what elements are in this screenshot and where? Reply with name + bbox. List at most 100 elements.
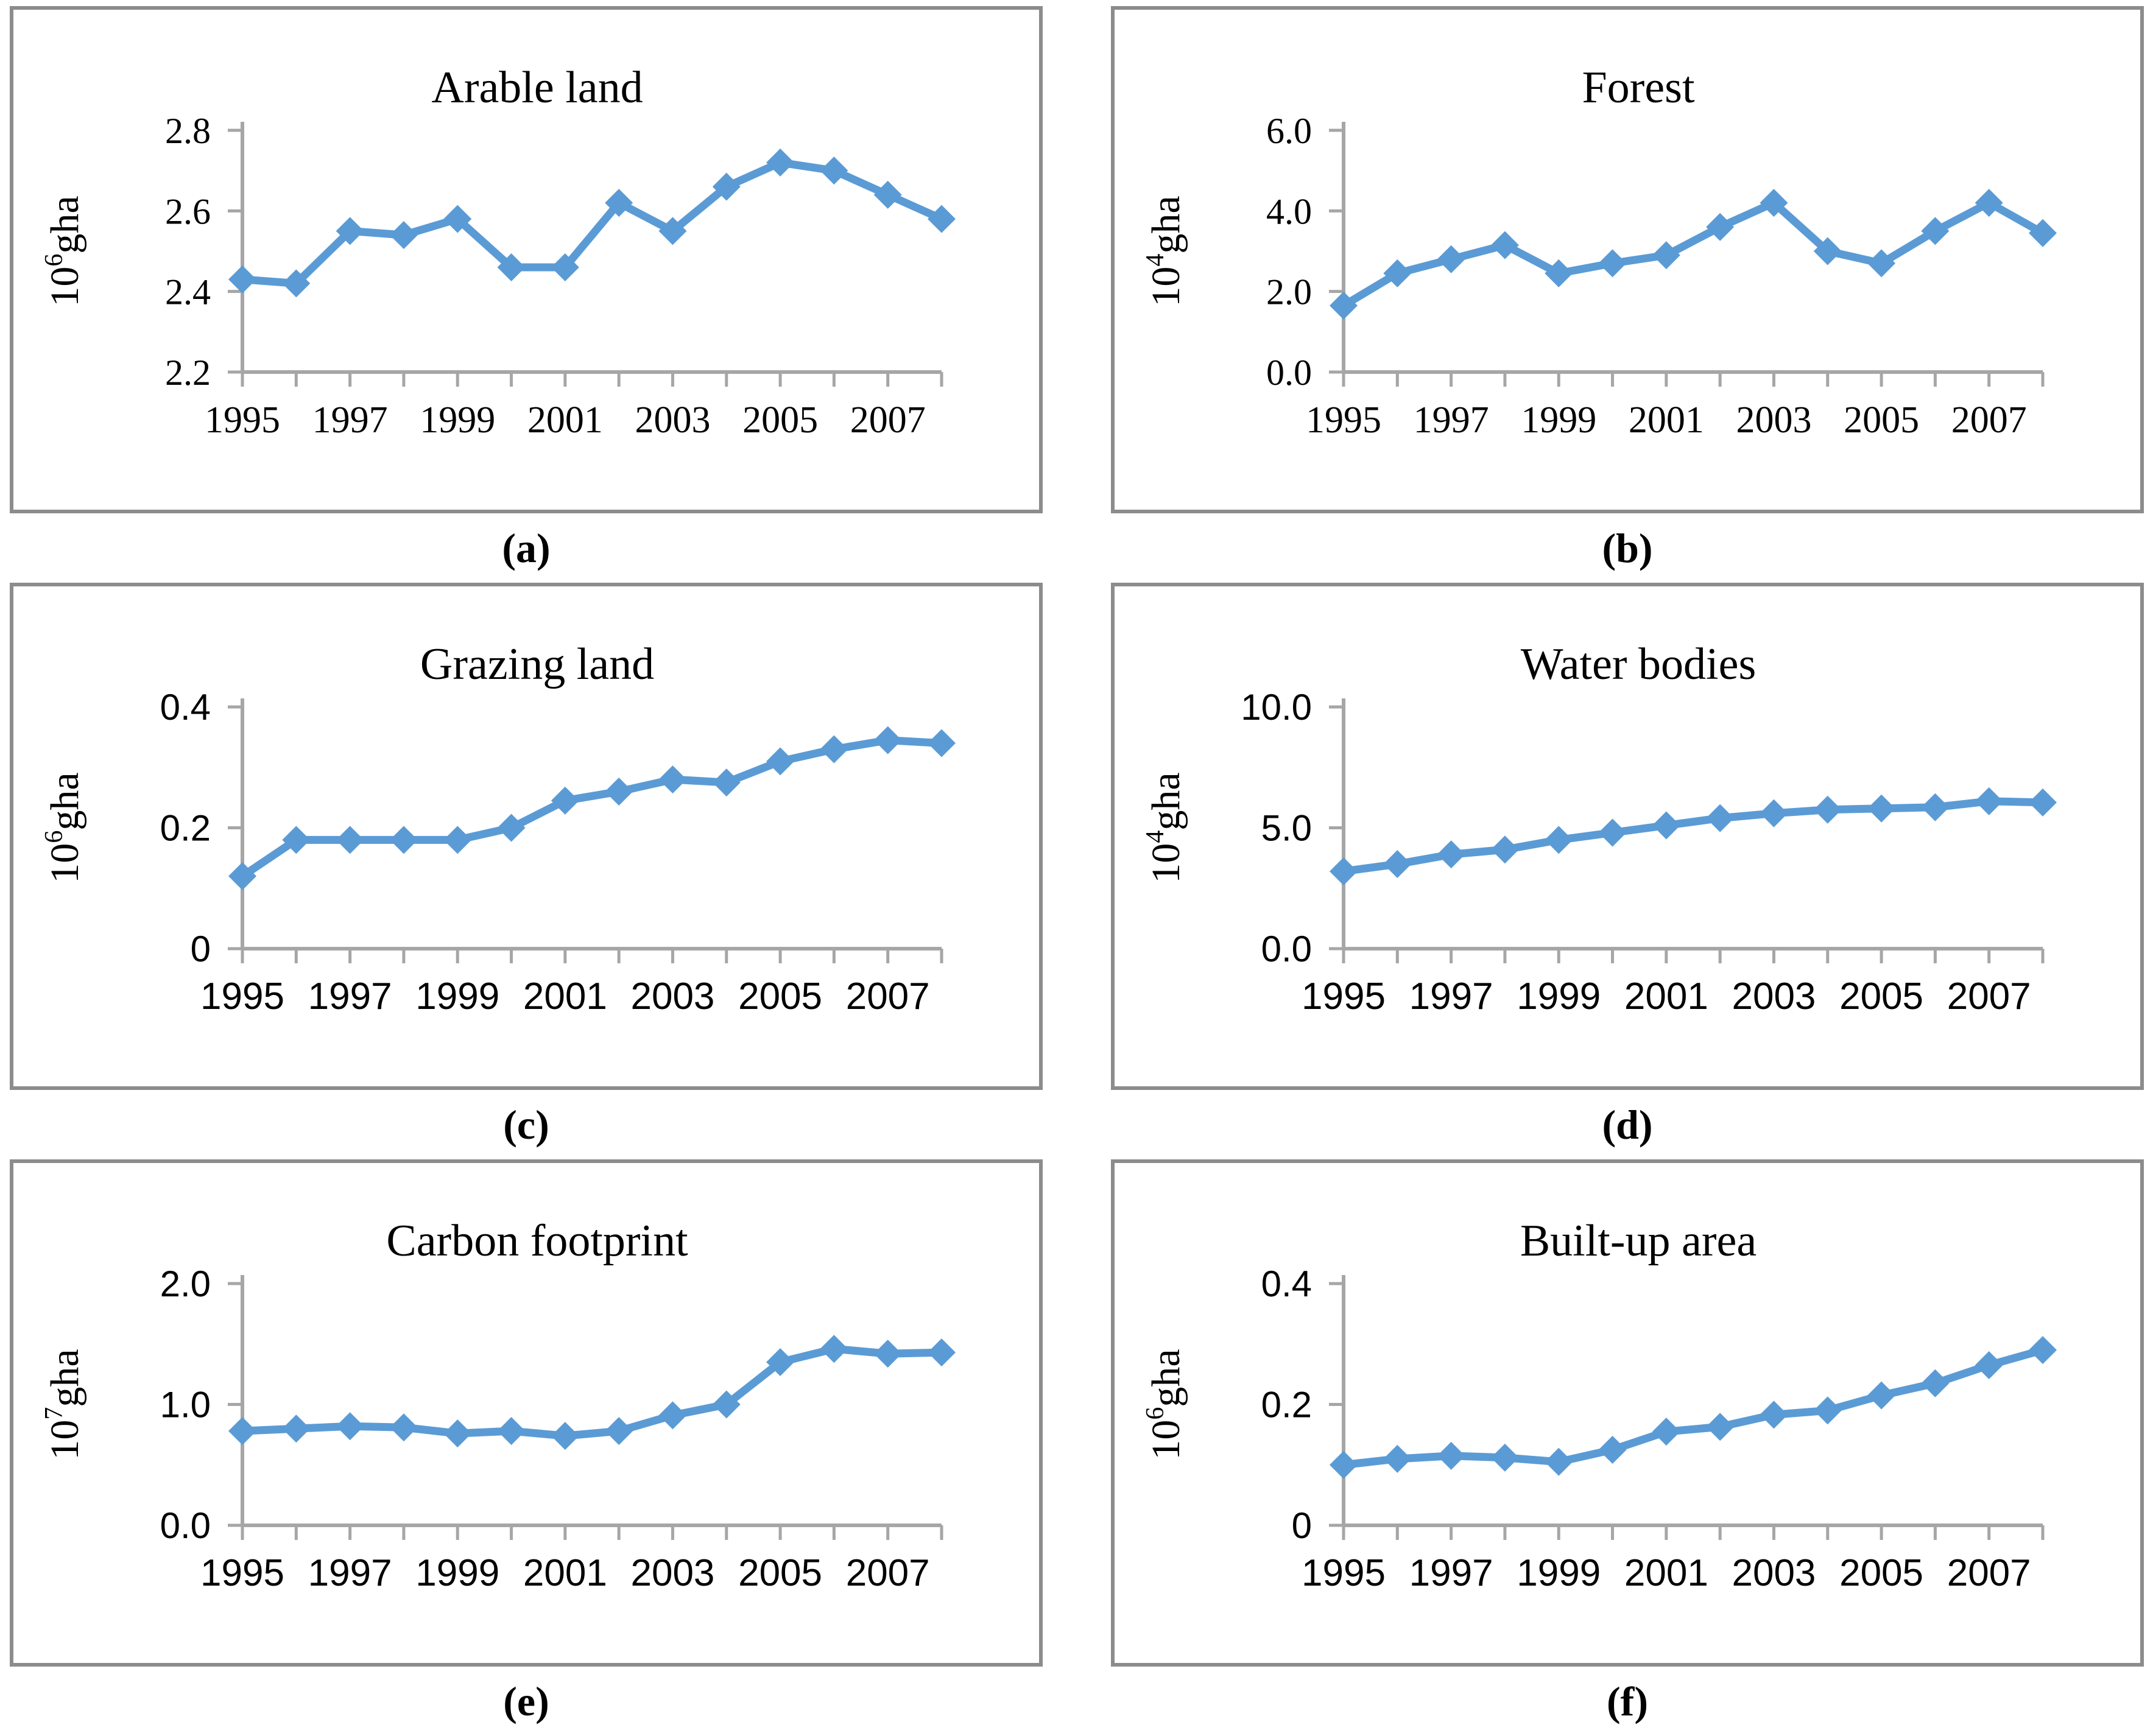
data-point	[228, 265, 256, 293]
x-tick-label: 2003	[630, 1552, 714, 1594]
y-tick-label: 2.0	[1266, 272, 1312, 312]
data-point	[1330, 1450, 1358, 1479]
data-point	[928, 729, 956, 757]
y-axis-label: 104gha	[1141, 772, 1188, 883]
data-point	[1706, 213, 1735, 241]
data-point	[1545, 826, 1573, 854]
x-tick-label: 2001	[1629, 399, 1704, 441]
data-point	[1975, 189, 2003, 217]
x-tick-label: 2001	[523, 975, 607, 1017]
x-tick-label: 2001	[523, 1552, 607, 1594]
chart-panel-b: Forest 104gha 0.0 2.0 4.0 6.0 1995 1997 1999 2001…	[1111, 6, 2144, 583]
x-tick-label: 2007	[1947, 1552, 2031, 1594]
y-axis-label: 104gha	[1141, 195, 1188, 306]
data-point	[1867, 1381, 1896, 1410]
chart-f-frame: Built-up area 106gha 0 0.2 0.4 1995 1997 1999 20…	[1111, 1159, 2144, 1667]
data-point	[497, 1417, 526, 1446]
x-tick-label: 1997	[308, 1552, 392, 1594]
x-tick-label: 1997	[312, 399, 388, 441]
data-point	[336, 826, 364, 854]
data-point	[605, 189, 633, 217]
x-tick-label: 2005	[1839, 1552, 1923, 1594]
x-tick-label: 2005	[738, 975, 822, 1017]
chart-title: Forest	[1582, 63, 1695, 113]
data-point	[551, 786, 579, 815]
data-point	[1813, 795, 1842, 824]
data-point	[497, 253, 526, 281]
x-tick-label: 2001	[1624, 975, 1708, 1017]
data-point	[1813, 237, 1842, 265]
data-point	[928, 205, 956, 233]
x-tick-label: 1997	[1409, 1552, 1493, 1594]
chart-panel-f: Built-up area 106gha 0 0.2 0.4 1995 1997 1999 20…	[1111, 1159, 2144, 1736]
chart-e-frame: Carbon footprint 107gha 0.0 1.0 2.0 1995 1997 1…	[10, 1159, 1043, 1667]
chart-panel-c: Grazing land 106gha 0 0.2 0.4 1995 1997 1999 200…	[10, 583, 1043, 1159]
data-point	[1545, 259, 1573, 287]
y-tick-label: 0.0	[1266, 353, 1312, 393]
chart-b-frame: Forest 104gha 0.0 2.0 4.0 6.0 1995 1997 1999 2001…	[1111, 6, 2144, 513]
y-tick-label: 10.0	[1241, 687, 1312, 728]
x-tick-label: 2003	[1736, 399, 1811, 441]
x-tick-label: 2001	[1624, 1552, 1708, 1594]
data-point	[1383, 850, 1412, 879]
chart-b-canvas: Forest 104gha 0.0 2.0 4.0 6.0 1995 1997 1999 2001…	[1141, 63, 2057, 441]
data-point	[336, 1412, 364, 1441]
y-tick-label: 5.0	[1261, 808, 1312, 849]
data-point	[1706, 804, 1735, 832]
data-point	[1490, 231, 1519, 259]
y-tick-label: 0.4	[1261, 1263, 1312, 1304]
data-point	[443, 826, 472, 854]
chart-a-canvas: Arable land 106gha 2.2 2.4 2.6 2.8 1995 1997 199…	[40, 63, 956, 441]
data-point	[1760, 1400, 1788, 1429]
x-tick-label: 1995	[200, 1552, 284, 1594]
x-tick-label: 1999	[1517, 1552, 1601, 1594]
x-tick-label: 2007	[1951, 399, 2027, 441]
x-tick-label: 1995	[1302, 1552, 1386, 1594]
data-point	[1813, 1396, 1842, 1425]
data-point	[1975, 787, 2003, 815]
data-point	[389, 1413, 418, 1442]
x-tick-label: 2003	[635, 399, 710, 441]
chart-f-caption: (f)	[1607, 1678, 1648, 1724]
data-point	[766, 747, 795, 776]
y-tick-label: 2.4	[165, 272, 211, 312]
x-tick-label: 1999	[420, 399, 495, 441]
data-point	[1598, 818, 1627, 847]
chart-title: Water bodies	[1521, 639, 1757, 689]
chart-title: Carbon footprint	[386, 1216, 688, 1266]
data-point	[712, 1390, 741, 1419]
data-point	[1330, 291, 1358, 320]
data-point	[443, 205, 472, 233]
data-point	[1921, 217, 1950, 245]
x-tick-label: 1995	[1302, 975, 1386, 1017]
data-point	[1383, 1444, 1412, 1473]
data-point	[712, 768, 741, 797]
data-point	[605, 777, 633, 806]
chart-c-frame: Grazing land 106gha 0 0.2 0.4 1995 1997 1999 200…	[10, 583, 1043, 1090]
data-point	[228, 1417, 256, 1446]
x-tick-label: 2005	[742, 399, 818, 441]
y-tick-label: 4.0	[1266, 191, 1312, 231]
data-point	[1921, 793, 1950, 821]
y-tick-label: 0	[1292, 1505, 1312, 1546]
data-point	[1330, 857, 1358, 885]
chart-b-caption: (b)	[1602, 524, 1653, 571]
data-point	[2029, 219, 2057, 247]
x-tick-label: 1995	[205, 399, 280, 441]
data-point	[1598, 1435, 1627, 1464]
y-axis-label: 107gha	[40, 1349, 87, 1460]
data-point	[1490, 1443, 1519, 1472]
x-tick-label: 1999	[415, 1552, 499, 1594]
x-tick-label: 2007	[1947, 975, 2031, 1017]
y-tick-label: 0	[191, 929, 211, 969]
data-point	[1652, 811, 1680, 840]
data-point	[820, 735, 848, 764]
x-tick-label: 1997	[1414, 399, 1489, 441]
x-tick-label: 2007	[846, 1552, 930, 1594]
chart-title: Arable land	[431, 63, 643, 113]
chart-e-canvas: Carbon footprint 107gha 0.0 1.0 2.0 1995 1997 1…	[40, 1216, 956, 1594]
y-tick-label: 1.0	[160, 1385, 211, 1425]
x-tick-label: 2001	[527, 399, 603, 441]
chart-panel-e: Carbon footprint 107gha 0.0 1.0 2.0 1995 1997 1…	[10, 1159, 1043, 1736]
y-tick-label: 2.0	[160, 1263, 211, 1304]
